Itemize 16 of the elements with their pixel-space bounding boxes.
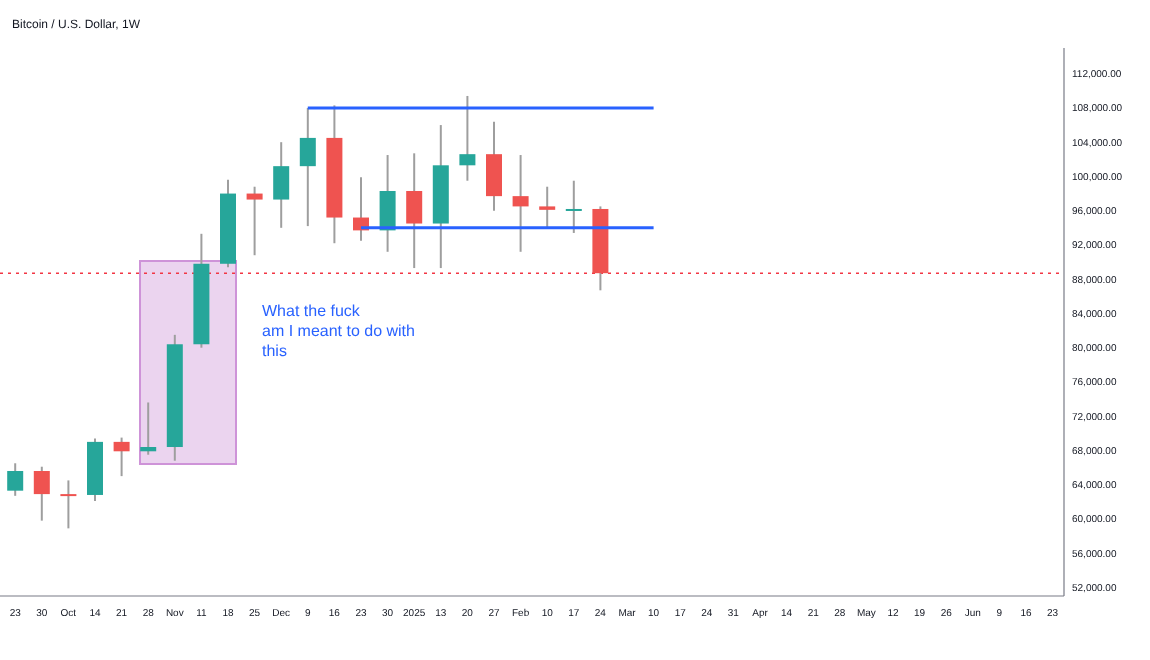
candlestick bbox=[379, 154, 396, 253]
candlestick bbox=[60, 479, 77, 530]
candlestick bbox=[459, 94, 476, 182]
candlestick bbox=[113, 436, 130, 478]
candlestick bbox=[512, 154, 529, 253]
annotation: What the fuck am I meant to do with this bbox=[262, 302, 415, 360]
candlestick bbox=[7, 462, 24, 497]
candlestick bbox=[273, 141, 290, 229]
candlestick bbox=[539, 185, 556, 228]
candlestick bbox=[299, 106, 316, 228]
candlestick bbox=[486, 120, 502, 212]
candlestick bbox=[33, 465, 50, 522]
candlestick bbox=[246, 185, 263, 257]
candlestick bbox=[565, 179, 582, 234]
candlestick bbox=[140, 401, 157, 456]
candlestick bbox=[406, 152, 423, 270]
